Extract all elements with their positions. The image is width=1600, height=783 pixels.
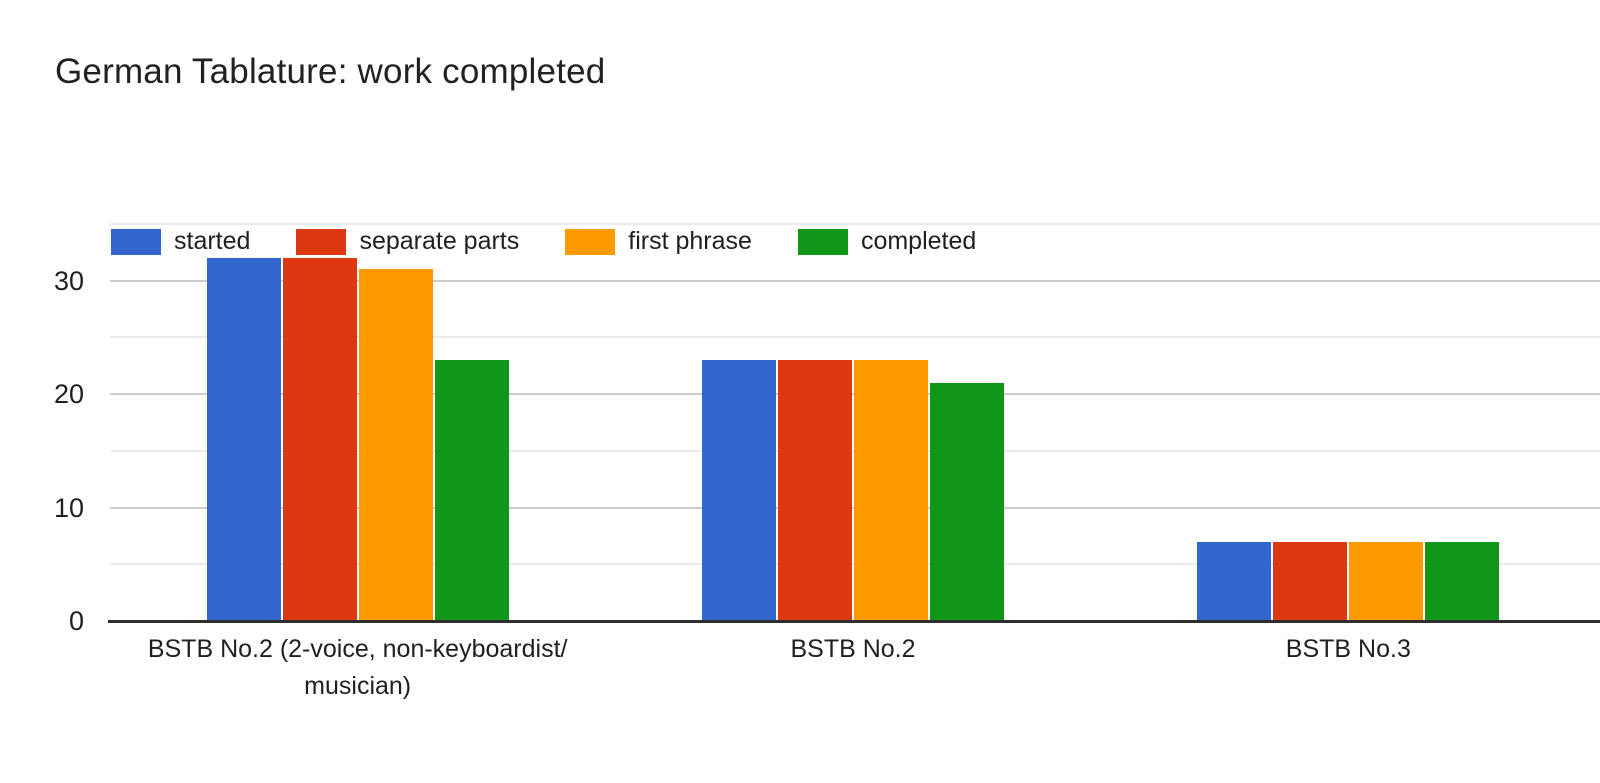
legend-item-first-phrase: first phrase <box>565 227 752 256</box>
legend-item-started: started <box>111 227 250 256</box>
chart-legend: started separate parts first phrase complet… <box>111 227 976 256</box>
major-gridline <box>110 279 1600 282</box>
y-axis-tick-label: 0 <box>68 606 84 636</box>
bar-separate-parts[interactable] <box>1273 541 1348 621</box>
bar-started[interactable] <box>702 360 776 621</box>
legend-label: separate parts <box>359 227 520 255</box>
chart-title: German Tablature: work completed <box>55 52 606 91</box>
legend-swatch-separate-parts <box>296 228 347 255</box>
bar-started[interactable] <box>206 258 281 621</box>
bar-completed[interactable] <box>930 382 1004 621</box>
y-axis-tick-label: 30 <box>53 265 84 296</box>
y-axis-tick-label: 10 <box>53 492 84 523</box>
bar-first-phrase[interactable] <box>358 269 433 621</box>
bar-separate-parts[interactable] <box>778 360 852 621</box>
x-axis-category-label: BSTB No.3 <box>1285 635 1411 663</box>
bar-started[interactable] <box>1197 541 1272 621</box>
legend-swatch-completed <box>797 228 848 255</box>
minor-gridline <box>110 336 1600 339</box>
legend-label: started <box>174 227 251 255</box>
y-axis-tick-label: 20 <box>53 379 84 410</box>
minor-gridline <box>110 223 1600 225</box>
bar-completed[interactable] <box>1425 541 1500 621</box>
bar-first-phrase[interactable] <box>1349 541 1424 621</box>
bar-separate-parts[interactable] <box>282 258 357 621</box>
legend-swatch-first-phrase <box>565 228 616 255</box>
x-axis-category-label: BSTB No.2 (2-voice, non-keyboardist/ mus… <box>147 635 568 700</box>
legend-item-completed: completed <box>797 227 977 256</box>
legend-label: first phrase <box>628 227 752 255</box>
legend-swatch-started <box>111 228 161 255</box>
x-axis-line <box>108 620 1600 623</box>
bar-completed[interactable] <box>434 360 509 621</box>
x-axis-category-label: BSTB No.2 <box>790 635 916 663</box>
legend-label: completed <box>860 227 977 255</box>
legend-item-separate-parts: separate parts <box>296 227 519 256</box>
bar-first-phrase[interactable] <box>854 360 928 621</box>
